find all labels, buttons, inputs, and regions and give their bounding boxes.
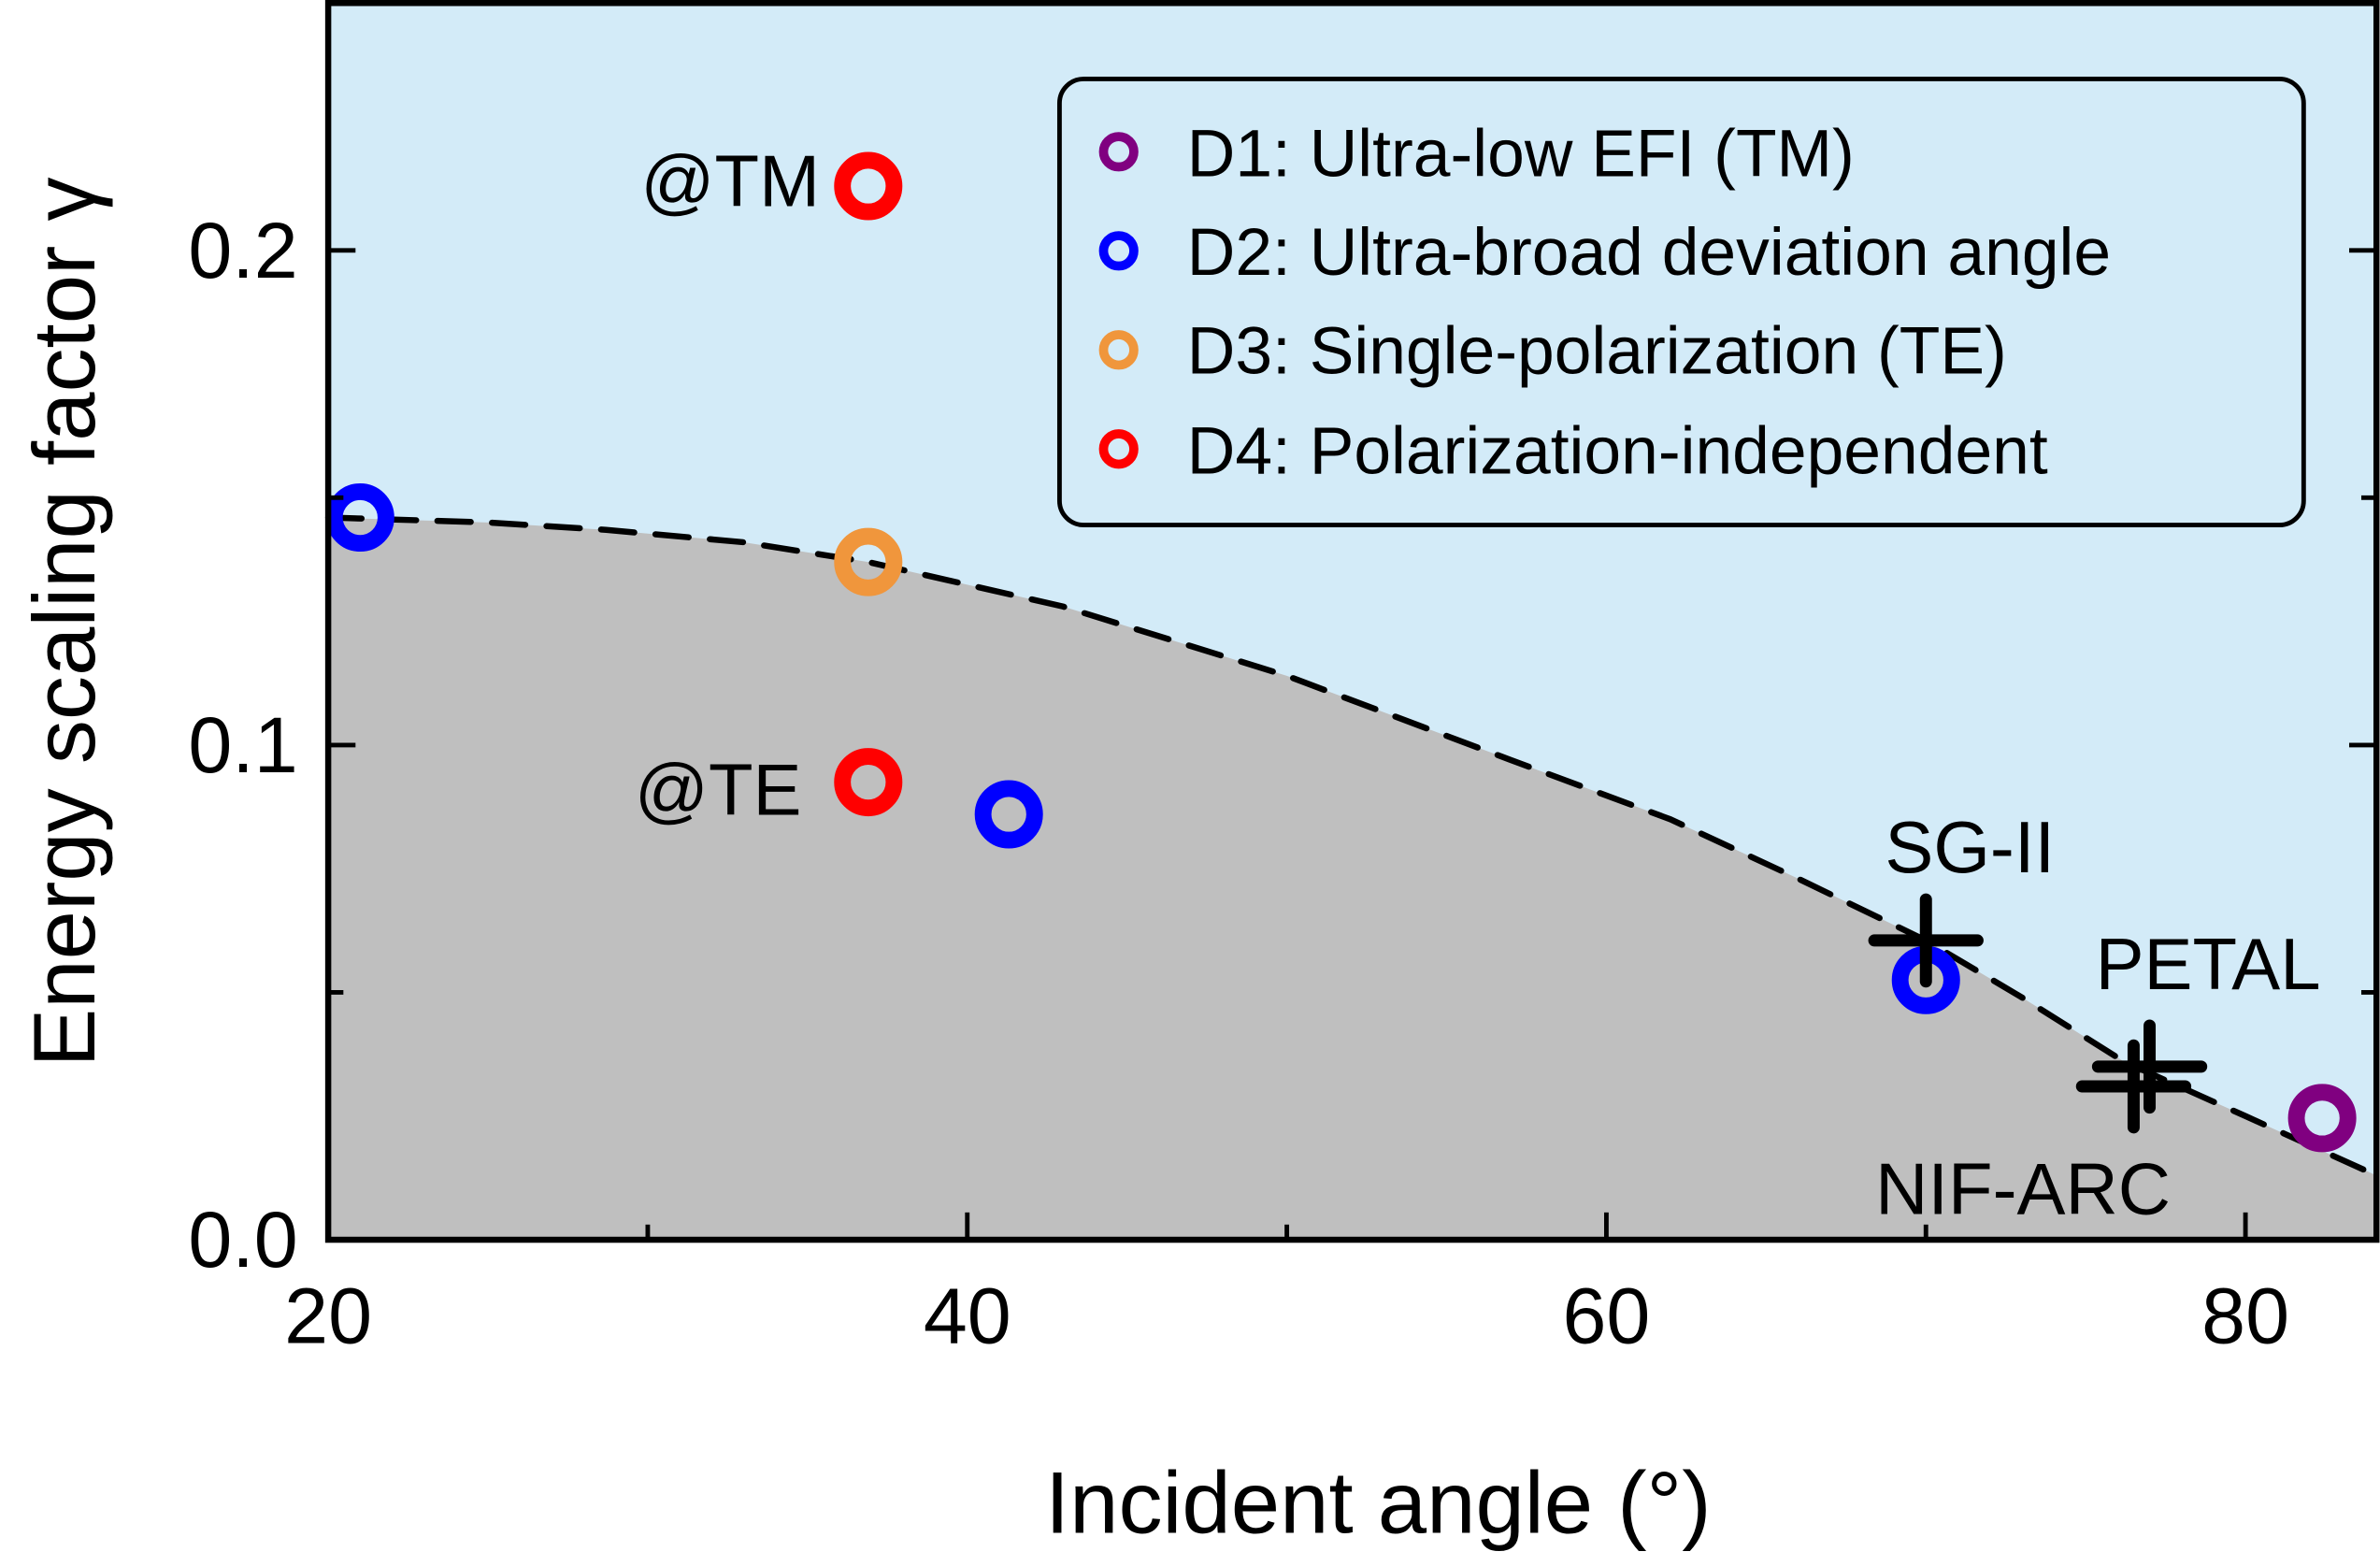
x-tick-label: 80 [2201, 1271, 2289, 1359]
legend-marker-d1 [1098, 132, 1139, 172]
label-petal: PETAL [2096, 923, 2321, 1005]
cross-petal [2091, 1019, 2208, 1114]
legend: D1: Ultra-low EFI (TM) D2: Ultra-broad d… [1056, 76, 2306, 528]
y-tick-label: 0.2 [188, 207, 297, 295]
label-nif-arc: NIF-ARC [1875, 1147, 2171, 1229]
label-sg-ii: SG-II [1885, 806, 2055, 888]
legend-label-d4: D4: Polarization-independent [1187, 413, 2048, 488]
boundary-curve [324, 514, 2380, 1179]
legend-box [1056, 76, 2306, 528]
plot-area [324, 3, 2380, 1241]
cross-nif-arc [2075, 1039, 2192, 1134]
x-axis-label: Incident angle (°) [1045, 1453, 1712, 1551]
point-d1 [2287, 1084, 2357, 1153]
region-below [328, 517, 2377, 1241]
point-d4 [834, 748, 903, 817]
legend-label-d3: D3: Single-polarization (TE) [1187, 313, 2007, 388]
x-tick-label: 40 [924, 1271, 1011, 1359]
point-d4 [834, 151, 903, 221]
legend-marker-d2 [1098, 231, 1139, 271]
legend-label-d1: D1: Ultra-low EFI (TM) [1187, 116, 1855, 191]
annotation-te: @TE [635, 749, 802, 831]
x-tick-label: 60 [1562, 1271, 1650, 1359]
y-tick-label: 0.0 [188, 1196, 297, 1284]
legend-marker-d4 [1098, 429, 1139, 469]
y-axis-label: Energy scaling factor γ [15, 177, 113, 1067]
cross-sg-ii [1868, 893, 1984, 988]
point-d2 [974, 780, 1043, 849]
annotation-tm: @TM [640, 140, 820, 223]
x-tick-label: 20 [284, 1271, 372, 1359]
axes: 20 40 60 80 0.0 0.1 0.2 [188, 0, 2380, 1359]
point-d3 [834, 527, 903, 596]
legend-marker-d3 [1098, 330, 1139, 370]
y-tick-label: 0.1 [188, 701, 297, 789]
legend-label-d2: D2: Ultra-broad deviation angle [1187, 215, 2111, 290]
data-marks [325, 151, 2357, 1153]
point-d2 [325, 483, 394, 553]
plot-frame [324, 0, 2380, 1243]
